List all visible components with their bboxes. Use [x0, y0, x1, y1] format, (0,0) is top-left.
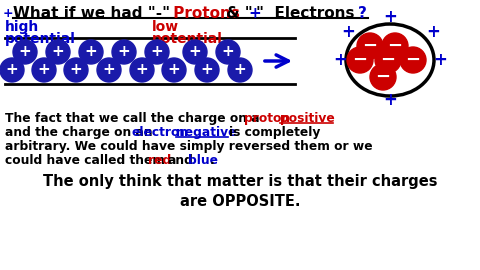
Circle shape [347, 47, 373, 73]
Text: +: + [341, 23, 355, 41]
Text: and the charge on an: and the charge on an [5, 126, 157, 139]
Text: positive: positive [280, 112, 335, 125]
Text: low: low [152, 20, 179, 34]
Circle shape [195, 58, 219, 82]
Circle shape [375, 47, 401, 73]
Circle shape [145, 40, 169, 64]
Text: +: + [19, 45, 31, 59]
Text: "  Electrons: " Electrons [256, 6, 355, 21]
Text: +: + [6, 62, 18, 77]
Text: +: + [222, 45, 234, 59]
Text: +: + [383, 8, 397, 26]
Text: Protons: Protons [168, 6, 240, 21]
Text: +: + [383, 91, 397, 109]
Text: The fact that we call the charge on a: The fact that we call the charge on a [5, 112, 264, 125]
Text: +: + [37, 62, 50, 77]
Text: +: + [433, 51, 447, 69]
Text: +: + [189, 45, 202, 59]
Text: The only think that matter is that their charges: The only think that matter is that their… [43, 174, 437, 189]
Circle shape [13, 40, 37, 64]
Text: +: + [52, 45, 64, 59]
Text: +: + [234, 62, 246, 77]
Text: high: high [5, 20, 39, 34]
Text: proton: proton [244, 112, 290, 125]
Text: .: . [210, 154, 215, 167]
Text: What if we had "-": What if we had "-" [13, 6, 170, 21]
Text: potential: potential [5, 32, 76, 46]
Circle shape [112, 40, 136, 64]
Text: & ": & " [221, 6, 253, 21]
Circle shape [130, 58, 154, 82]
Text: +: + [118, 45, 131, 59]
Text: −: − [352, 51, 368, 69]
Circle shape [228, 58, 252, 82]
Circle shape [357, 33, 383, 59]
Circle shape [382, 33, 408, 59]
Text: red: red [148, 154, 171, 167]
Circle shape [97, 58, 121, 82]
Text: +: + [168, 62, 180, 77]
Text: ?: ? [358, 6, 367, 21]
Text: +: + [201, 62, 214, 77]
Circle shape [216, 40, 240, 64]
Circle shape [32, 58, 56, 82]
Text: and: and [167, 154, 193, 167]
Text: negative: negative [176, 126, 237, 139]
Text: +: + [70, 62, 83, 77]
Circle shape [183, 40, 207, 64]
Text: +: + [136, 62, 148, 77]
Text: is completely: is completely [229, 126, 320, 139]
Text: +: + [151, 45, 163, 59]
Text: −: − [406, 51, 420, 69]
Text: +: + [84, 45, 97, 59]
Text: +: + [426, 23, 440, 41]
Circle shape [46, 40, 70, 64]
Circle shape [64, 58, 88, 82]
Circle shape [0, 58, 24, 82]
Text: +: + [3, 7, 13, 20]
Text: −: − [381, 51, 396, 69]
Text: arbitrary. We could have simply reversed them or we: arbitrary. We could have simply reversed… [5, 140, 372, 153]
Text: −: − [362, 37, 378, 55]
Text: potential: potential [152, 32, 223, 46]
Text: −: − [375, 68, 391, 86]
Circle shape [162, 58, 186, 82]
Text: +: + [103, 62, 115, 77]
Text: blue: blue [188, 154, 218, 167]
Circle shape [79, 40, 103, 64]
Circle shape [370, 64, 396, 90]
Text: −: − [387, 37, 403, 55]
Text: are OPPOSITE.: are OPPOSITE. [180, 194, 300, 209]
Text: electron: electron [132, 126, 189, 139]
Text: could have called them: could have called them [5, 154, 169, 167]
Ellipse shape [346, 24, 434, 96]
Text: +: + [248, 6, 261, 21]
Text: +: + [333, 51, 347, 69]
Circle shape [400, 47, 426, 73]
